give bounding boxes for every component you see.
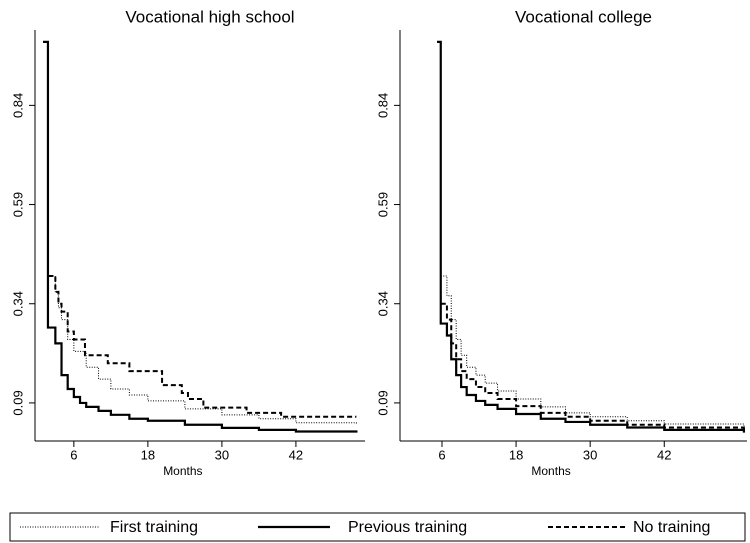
- x-tick-label: 30: [215, 447, 229, 462]
- y-tick-label: 0.09: [375, 390, 390, 415]
- step-line: [47, 275, 357, 425]
- y-tick-label: 0.34: [375, 291, 390, 316]
- legend-label: Previous training: [348, 519, 467, 536]
- x-tick-label: 18: [509, 447, 523, 462]
- step-line: [47, 274, 357, 418]
- x-tick-label: 6: [438, 447, 445, 462]
- x-tick-label: 30: [583, 447, 597, 462]
- y-tick-label: 0.59: [10, 192, 25, 217]
- x-tick-label: 6: [70, 447, 77, 462]
- x-tick-label: 42: [289, 447, 303, 462]
- step-line: [440, 302, 745, 430]
- y-tick-label: 0.59: [375, 192, 390, 217]
- step-line: [43, 40, 358, 433]
- legend-box: [9, 512, 746, 542]
- x-axis-label: Months: [163, 464, 202, 478]
- panel-title: Vocational high school: [125, 7, 294, 26]
- y-tick-label: 0.09: [10, 390, 25, 415]
- y-tick-label: 0.84: [10, 93, 25, 118]
- step-line: [437, 40, 746, 433]
- legend-label: First training: [110, 519, 198, 536]
- x-axis-label: Months: [531, 464, 570, 478]
- y-tick-label: 0.84: [375, 93, 390, 118]
- y-tick-label: 0.34: [10, 291, 25, 316]
- legend-label: No training: [633, 519, 710, 536]
- x-tick-label: 18: [141, 447, 155, 462]
- panel-title: Vocational college: [515, 7, 652, 26]
- x-tick-label: 42: [657, 447, 671, 462]
